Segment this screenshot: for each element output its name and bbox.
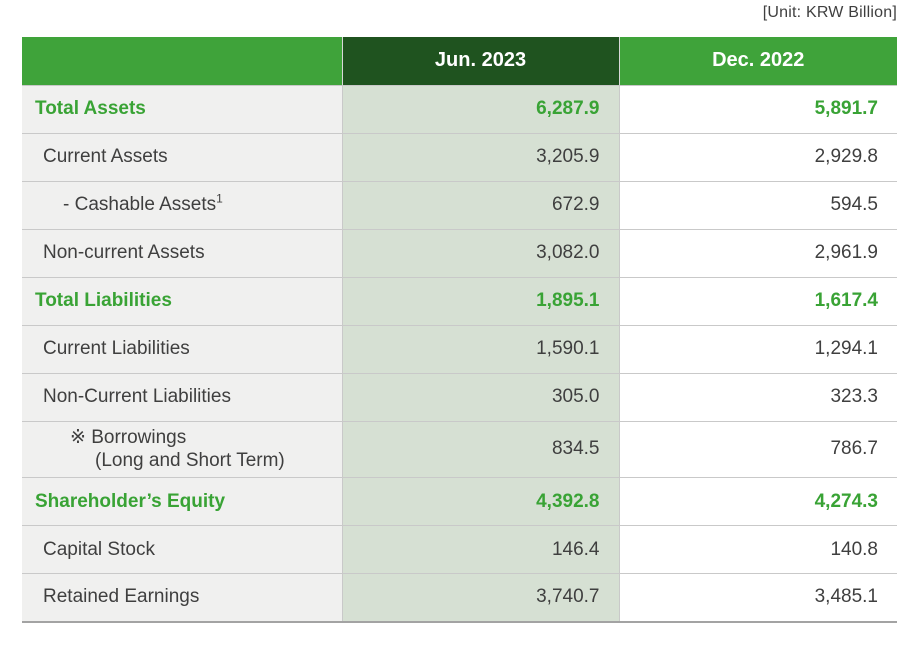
value-dec-2022: 323.3	[618, 372, 897, 421]
value-dec-2022: 2,929.8	[618, 132, 897, 181]
value-jun-2023: 1,590.1	[341, 324, 619, 373]
value-dec-2022: 786.7	[618, 420, 897, 478]
table-row: Total Liabilities 1,895.1 1,617.4	[22, 276, 897, 325]
table-row: Current Liabilities 1,590.1 1,294.1	[22, 324, 897, 373]
row-label: Non-current Assets	[22, 228, 342, 277]
value-jun-2023: 4,392.8	[341, 477, 619, 526]
row-label: Current Assets	[22, 132, 342, 181]
row-label: Shareholder’s Equity	[22, 477, 342, 526]
table-body: Total Assets 6,287.9 5,891.7 Current Assets…	[22, 85, 897, 622]
value-jun-2023: 672.9	[341, 180, 619, 229]
footnote-marker: 1	[216, 191, 223, 206]
row-label: - Cashable Assets1	[22, 180, 342, 229]
table-row: Retained Earnings 3,740.7 3,485.1	[22, 573, 897, 622]
value-jun-2023: 305.0	[341, 372, 619, 421]
unit-label: [Unit: KRW Billion]	[762, 4, 897, 21]
header-cell-blank	[22, 37, 342, 86]
value-dec-2022: 4,274.3	[618, 477, 897, 526]
row-label-line2: (Long and Short Term)	[95, 450, 285, 472]
header-row: Jun. 2023 Dec. 2022	[22, 37, 897, 86]
value-jun-2023: 1,895.1	[341, 276, 619, 325]
table-row: Current Assets 3,205.9 2,929.8	[22, 132, 897, 181]
header-cell-dec-2022: Dec. 2022	[618, 37, 897, 86]
table-row: Total Assets 6,287.9 5,891.7	[22, 85, 897, 133]
value-dec-2022: 5,891.7	[618, 85, 897, 133]
table-row: Non-current Assets 3,082.0 2,961.9	[22, 228, 897, 277]
row-label: Retained Earnings	[22, 573, 342, 622]
row-label: Non-Current Liabilities	[22, 372, 342, 421]
financial-position-table: Jun. 2023 Dec. 2022 Total Assets 6,287.9 5…	[22, 37, 897, 623]
value-jun-2023: 3,205.9	[341, 132, 619, 181]
value-dec-2022: 594.5	[618, 180, 897, 229]
row-label: Capital Stock	[22, 525, 342, 574]
row-label: ※ Borrowings (Long and Short Term)	[22, 420, 342, 478]
row-label: Current Liabilities	[22, 324, 342, 373]
value-dec-2022: 3,485.1	[618, 573, 897, 622]
value-dec-2022: 2,961.9	[618, 228, 897, 277]
table-row: ※ Borrowings (Long and Short Term) 834.5 78…	[22, 420, 897, 478]
value-dec-2022: 140.8	[618, 525, 897, 574]
value-jun-2023: 6,287.9	[341, 85, 619, 133]
header-cell-jun-2023: Jun. 2023	[341, 37, 619, 86]
row-label: Total Assets	[22, 85, 342, 133]
row-label: Total Liabilities	[22, 276, 342, 325]
value-jun-2023: 3,740.7	[341, 573, 619, 622]
table-row: - Cashable Assets1 672.9 594.5	[22, 180, 897, 229]
table-row: Non-Current Liabilities 305.0 323.3	[22, 372, 897, 421]
value-jun-2023: 146.4	[341, 525, 619, 574]
table-row: Capital Stock 146.4 140.8	[22, 525, 897, 574]
value-jun-2023: 834.5	[341, 420, 619, 478]
value-dec-2022: 1,617.4	[618, 276, 897, 325]
table-header: Jun. 2023 Dec. 2022	[22, 37, 897, 86]
table-row: Shareholder’s Equity 4,392.8 4,274.3	[22, 477, 897, 526]
value-dec-2022: 1,294.1	[618, 324, 897, 373]
value-jun-2023: 3,082.0	[341, 228, 619, 277]
